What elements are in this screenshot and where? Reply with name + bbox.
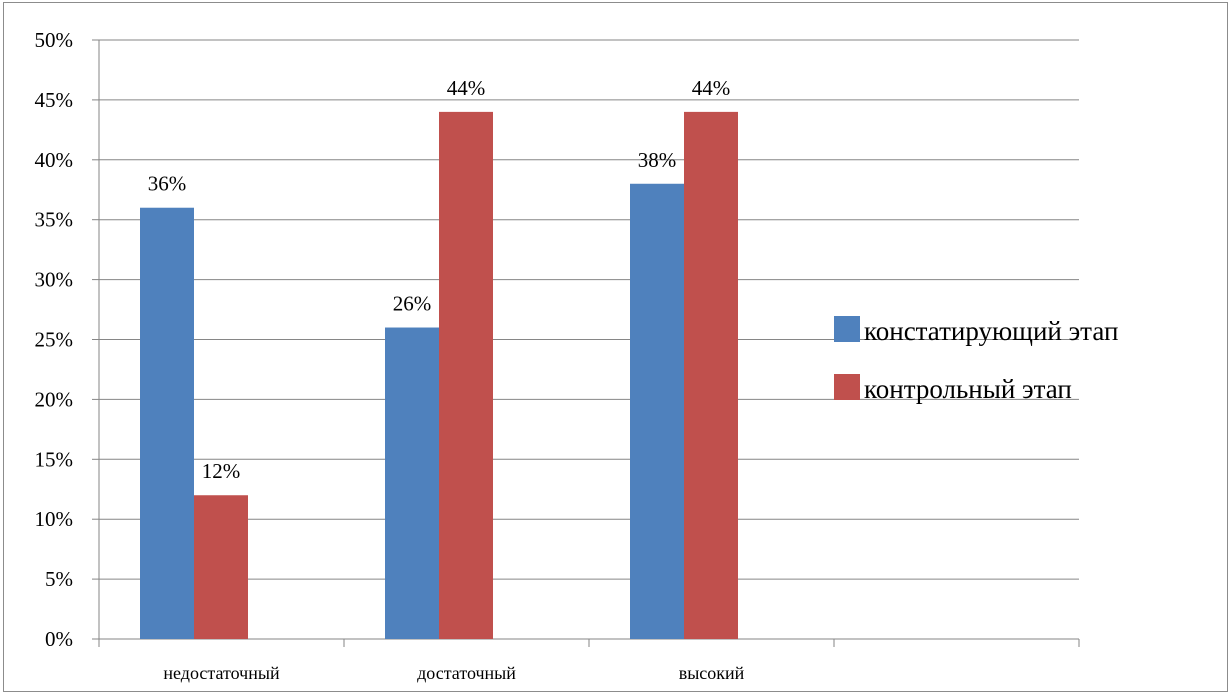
x-tick-label: недостаточный	[163, 663, 280, 683]
legend-swatch	[834, 316, 860, 342]
bar	[439, 112, 493, 639]
bar	[194, 495, 248, 639]
y-tick-label: 5%	[45, 567, 73, 591]
y-tick-label: 25%	[35, 328, 74, 352]
y-tick-label: 20%	[35, 387, 74, 411]
y-tick-label: 35%	[35, 208, 74, 232]
bars	[140, 112, 738, 639]
x-tick-label: достаточный	[417, 663, 516, 683]
data-label: 12%	[202, 459, 241, 483]
y-tick-label: 15%	[35, 447, 74, 471]
legend-label: контрольный этап	[864, 374, 1072, 404]
data-label: 36%	[148, 172, 187, 196]
y-tick-label: 10%	[35, 507, 74, 531]
legend: констатирующий этап контрольный этап	[834, 316, 1118, 404]
bar	[385, 328, 439, 639]
data-label: 44%	[692, 76, 731, 100]
y-tick-label: 30%	[35, 268, 74, 292]
bar	[140, 208, 194, 639]
bar	[630, 184, 684, 639]
legend-label: констатирующий этап	[864, 316, 1118, 346]
y-tick-label: 0%	[45, 627, 73, 651]
y-tick-label: 40%	[35, 148, 74, 172]
legend-swatch	[834, 374, 860, 400]
data-label: 26%	[393, 292, 432, 316]
y-tick-label: 50%	[35, 28, 74, 52]
data-label: 44%	[447, 76, 486, 100]
bar	[684, 112, 738, 639]
x-tick-label: высокий	[679, 663, 745, 683]
y-tick-label: 45%	[35, 88, 74, 112]
data-label: 38%	[638, 148, 677, 172]
